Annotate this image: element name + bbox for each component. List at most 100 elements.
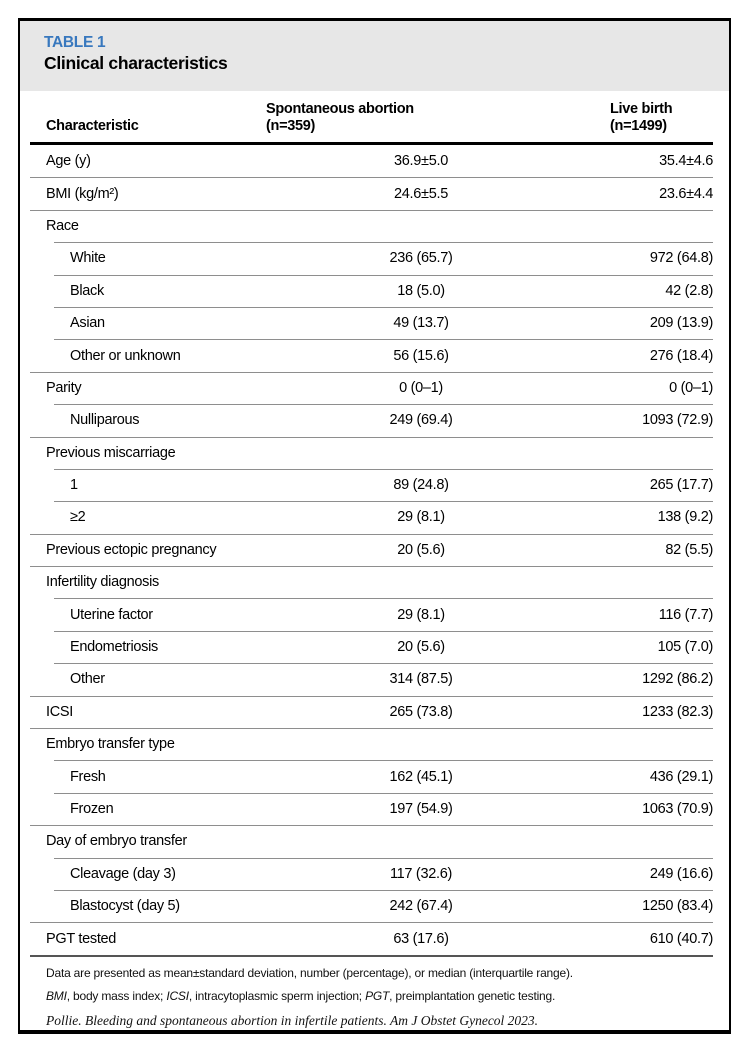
row-label: Fresh	[70, 768, 106, 785]
column-header-row: Characteristic Spontaneous abortion (n=3…	[30, 91, 713, 145]
row-label: ICSI	[46, 703, 73, 720]
row-value-live-birth: 23.6±4.4	[659, 185, 713, 202]
row-value-spontaneous-abortion: 0 (0–1)	[399, 379, 443, 396]
row-label: Uterine factor	[70, 606, 153, 623]
row-label: Blastocyst (day 5)	[70, 898, 180, 915]
row-value-live-birth: 1063 (70.9)	[642, 801, 713, 817]
row-value-spontaneous-abortion: 162 (45.1)	[389, 768, 453, 785]
row-value-spontaneous-abortion: 242 (67.4)	[389, 898, 453, 915]
footnote-separator	[30, 954, 713, 957]
abbreviation-term: BMI	[46, 989, 67, 1004]
row-value-live-birth: 116 (7.7)	[658, 606, 714, 623]
table-row: Uterine factor 29 (8.1) 116 (7.7)	[30, 598, 713, 630]
row-value-live-birth: 1093 (72.9)	[642, 412, 713, 429]
column-header-live-birth: Live birth (n=1499)	[576, 101, 713, 135]
column-header-live-birth-line1: Live birth	[610, 100, 673, 117]
row-label: ≥2	[70, 509, 86, 526]
row-value-spontaneous-abortion: 20 (5.6)	[397, 541, 445, 558]
row-value-live-birth: 0 (0–1)	[669, 379, 713, 396]
row-label: White	[70, 250, 106, 267]
row-value-live-birth: 82 (5.5)	[665, 541, 713, 558]
row-value-live-birth: 138 (9.2)	[657, 509, 714, 526]
row-value-live-birth: 42 (2.8)	[665, 282, 713, 299]
table-row: BMI (kg/m²) 24.6±5.5 23.6±4.4	[30, 177, 713, 209]
table-row: Endometriosis 20 (5.6) 105 (7.0)	[30, 630, 714, 663]
row-label: Cleavage (day 3)	[70, 865, 176, 882]
row-value-spontaneous-abortion: 89 (24.8)	[393, 477, 449, 494]
row-value-live-birth: 1233 (82.3)	[642, 703, 713, 720]
row-value-live-birth: 249 (16.6)	[649, 865, 713, 882]
table-footnotes: Data are presented as mean±standard devi…	[20, 957, 729, 1029]
row-label: Previous miscarriage	[46, 444, 176, 461]
row-value-live-birth: 276 (18.4)	[649, 347, 713, 364]
table-row: Asian 49 (13.7) 209 (13.9)	[30, 306, 713, 339]
table-row: Embryo transfer type	[30, 728, 713, 760]
row-value-spontaneous-abortion: 236 (65.7)	[389, 250, 453, 267]
row-label: Asian	[70, 315, 105, 332]
row-label: Parity	[46, 379, 82, 396]
row-value-live-birth: 610 (40.7)	[649, 930, 713, 947]
row-label: Frozen	[70, 801, 114, 817]
row-value-live-birth: 972 (64.8)	[649, 250, 713, 267]
row-value-spontaneous-abortion: 249 (69.4)	[389, 412, 453, 429]
row-label: Age (y)	[46, 153, 91, 170]
row-value-spontaneous-abortion: 29 (8.1)	[397, 606, 445, 623]
row-value-live-birth: 265 (17.7)	[649, 477, 713, 494]
row-value-live-birth: 105 (7.0)	[657, 639, 714, 656]
table-row: Race	[30, 209, 713, 242]
row-label: Nulliparous	[70, 412, 140, 429]
row-value-spontaneous-abortion: 49 (13.7)	[393, 315, 449, 332]
row-value-spontaneous-abortion: 29 (8.1)	[397, 509, 445, 526]
row-value-spontaneous-abortion: 63 (17.6)	[393, 930, 449, 947]
table-row: Black 18 (5.0) 42 (2.8)	[30, 274, 713, 307]
row-label: Other or unknown	[70, 347, 181, 364]
table-row: ICSI 265 (73.8) 1233 (82.3)	[30, 695, 713, 728]
column-header-spontaneous-abortion: Spontaneous abortion (n=359)	[266, 101, 576, 135]
row-label: Endometriosis	[70, 639, 158, 656]
table-row: White 236 (65.7) 972 (64.8)	[30, 242, 713, 274]
row-label: Day of embryo transfer	[46, 833, 187, 850]
footnote-citation: Pollie. Bleeding and spontaneous abortio…	[46, 1012, 539, 1028]
row-value-spontaneous-abortion: 20 (5.6)	[397, 639, 445, 656]
row-label: Other	[70, 671, 105, 688]
table-body: Age (y) 36.9±5.0 35.4±4.6 BMI (kg/m²) 24.6±5…	[30, 145, 713, 955]
column-header-spontaneous-abortion-n: (n=359)	[266, 117, 316, 134]
table-row: Fresh 162 (45.1) 436 (29.1)	[30, 760, 713, 792]
row-label: BMI (kg/m²)	[46, 185, 119, 202]
row-value-live-birth: 1292 (86.2)	[642, 671, 713, 688]
footnote-data-presentation: Data are presented as mean±standard devi…	[46, 965, 573, 980]
row-value-spontaneous-abortion: 18 (5.0)	[397, 282, 445, 299]
table-row: Parity 0 (0–1) 0 (0–1)	[30, 371, 713, 404]
row-label: Black	[70, 282, 104, 299]
row-value-live-birth: 209 (13.9)	[649, 315, 713, 332]
table-row: Infertility diagnosis	[30, 566, 713, 598]
column-header-live-birth-n: (n=1499)	[610, 117, 667, 134]
row-label: Infertility diagnosis	[46, 574, 159, 591]
table-row: ≥2 29 (8.1) 138 (9.2)	[30, 501, 713, 533]
table-row: Blastocyst (day 5) 242 (67.4) 1250 (83.4)	[30, 889, 713, 922]
table-row: Previous miscarriage	[30, 436, 713, 469]
abbreviation-term: ICSI	[166, 989, 189, 1004]
row-label: PGT tested	[46, 930, 117, 947]
table-title: Clinical characteristics	[44, 52, 228, 73]
table-row: Cleavage (day 3) 117 (32.6) 249 (16.6)	[30, 857, 713, 890]
row-value-spontaneous-abortion: 24.6±5.5	[394, 185, 448, 202]
table-row: Age (y) 36.9±5.0 35.4±4.6	[30, 145, 713, 177]
row-value-spontaneous-abortion: 265 (73.8)	[389, 703, 453, 720]
abbreviation-definition: , body mass index;	[66, 989, 167, 1004]
row-value-live-birth: 1250 (83.4)	[642, 898, 713, 915]
row-label: 1	[70, 477, 78, 494]
row-value-spontaneous-abortion: 117 (32.6)	[389, 865, 453, 882]
table-row: Day of embryo transfer	[30, 825, 713, 857]
column-header-characteristic: Characteristic	[46, 117, 139, 134]
column-header-spontaneous-abortion-line1: Spontaneous abortion	[266, 100, 414, 117]
footnote-abbreviations: BMI, body mass index; ICSI, intracytopla…	[46, 989, 709, 1003]
table-row: 1 89 (24.8) 265 (17.7)	[30, 468, 713, 501]
table-row: Other 314 (87.5) 1292 (86.2)	[30, 663, 713, 695]
table-number-label: TABLE 1	[44, 34, 106, 51]
abbreviation-definition: , intracytoplasmic sperm injection;	[188, 989, 366, 1004]
row-label: Embryo transfer type	[46, 736, 175, 753]
table-row: PGT tested 63 (17.6) 610 (40.7)	[30, 922, 713, 954]
row-value-spontaneous-abortion: 197 (54.9)	[389, 801, 453, 817]
